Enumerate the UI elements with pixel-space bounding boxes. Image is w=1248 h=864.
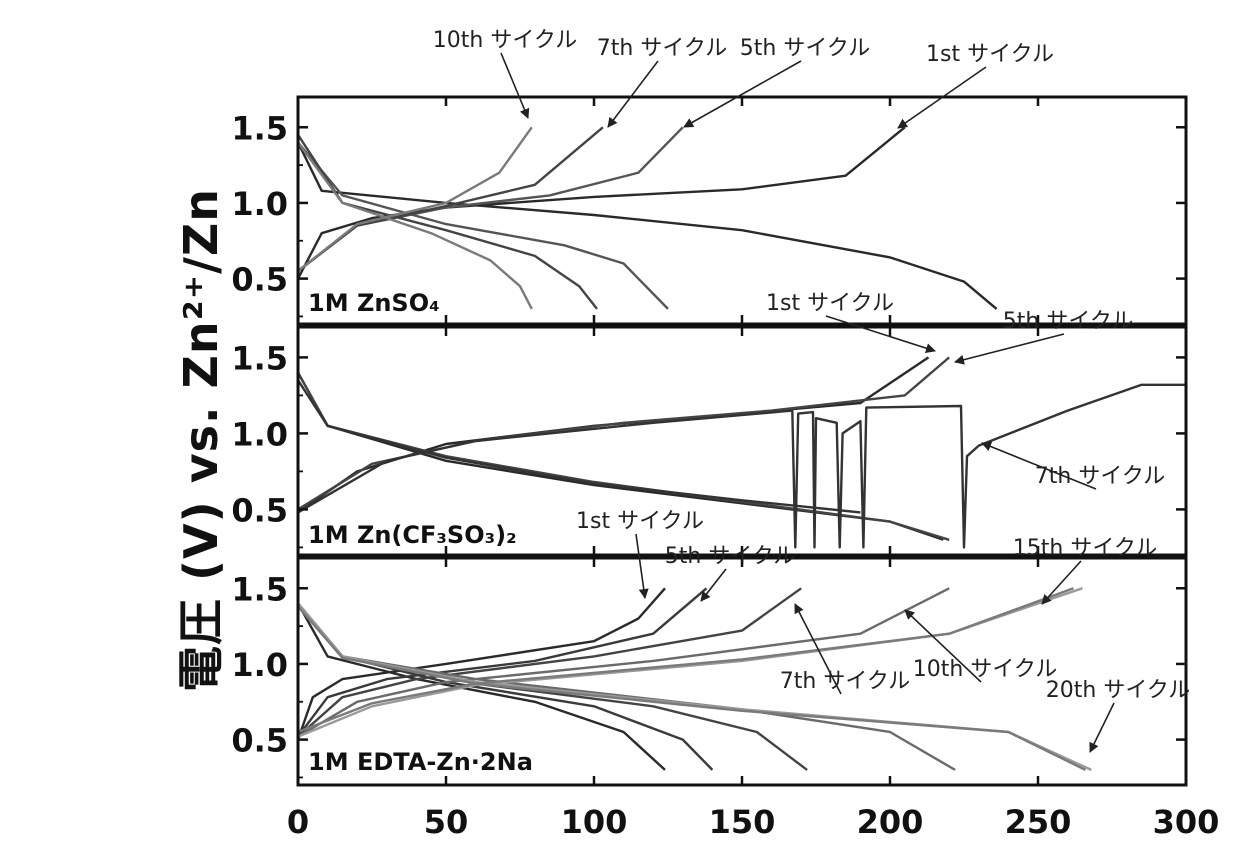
annotation-label: 15th サイクル xyxy=(1013,536,1157,561)
series-line-discharge xyxy=(297,141,533,310)
x-tick-label: 300 xyxy=(1153,803,1220,841)
series-line-discharge xyxy=(297,605,1086,771)
series-line-charge xyxy=(297,126,533,272)
annotation-label: 10th サイクル xyxy=(913,657,1057,682)
annotation: 7th サイクル xyxy=(780,603,910,695)
annotation: 5th サイクル xyxy=(954,309,1133,365)
x-tick-label: 250 xyxy=(1005,803,1072,841)
annotation-arrow xyxy=(700,568,727,602)
y-tick-label: 1.5 xyxy=(231,570,288,608)
y-tick-label: 1.5 xyxy=(231,339,288,377)
series-line-discharge xyxy=(296,134,598,310)
panel-3: 0.5 1.0 1.5 1M EDTA-Zn·2Na xyxy=(231,556,1188,787)
annotation-label: 1st サイクル xyxy=(576,509,704,534)
series-line-charge xyxy=(296,587,666,740)
annotation-label: 20th サイクル xyxy=(1046,678,1190,703)
annotation: 10th サイクル xyxy=(904,609,1057,683)
annotation: 15th サイクル xyxy=(1013,536,1157,605)
annotation-label: 5th サイクル xyxy=(665,544,795,569)
annotation-arrow xyxy=(1041,560,1082,605)
y-tick-label: 1.0 xyxy=(231,185,288,223)
annotation-arrow xyxy=(1089,702,1115,753)
y-tick-label: 0.5 xyxy=(231,261,288,299)
series-line-discharge xyxy=(296,602,666,771)
annotation-label: 1st サイクル xyxy=(926,42,1054,67)
series-line-charge xyxy=(297,356,950,511)
annotation: 20th サイクル xyxy=(1046,678,1190,753)
series-line-discharge xyxy=(297,141,669,310)
annotation-arrow xyxy=(825,315,936,354)
annotation-arrow xyxy=(954,333,1065,365)
y-tick-label: 1.0 xyxy=(231,646,288,684)
annotation-arrow xyxy=(981,441,1097,490)
annotation-arrow xyxy=(500,52,530,119)
annotation-label: 5th サイクル xyxy=(740,36,870,61)
panel-1: 0.5 1.0 1.5 1M ZnSO₄ xyxy=(231,95,1188,326)
series-line-charge xyxy=(296,126,906,280)
annotation-arrow xyxy=(607,60,659,128)
annotation-arrow xyxy=(794,603,842,695)
panel-label: 1M EDTA-Zn·2Na xyxy=(308,748,533,776)
annotation: 7th サイクル xyxy=(597,36,727,128)
series-line-discharge xyxy=(296,379,861,514)
annotation-label: 10th サイクル xyxy=(433,28,577,53)
annotation-arrow xyxy=(683,60,802,128)
y-tick-label: 1.0 xyxy=(231,415,288,453)
x-tick-label: 200 xyxy=(857,803,924,841)
series-line-discharge xyxy=(297,602,1092,771)
annotation-arrow xyxy=(635,533,649,599)
x-tick-label: 150 xyxy=(709,803,776,841)
annotation-label: 1st サイクル xyxy=(766,291,894,316)
annotation: 1st サイクル xyxy=(766,291,936,354)
x-tick-label: 0 xyxy=(287,803,309,841)
y-tick-label: 0.5 xyxy=(231,722,288,760)
series-line-charge xyxy=(297,587,708,738)
annotation: 10th サイクル xyxy=(433,28,577,119)
panel-label: 1M Zn(CF₃SO₃)₂ xyxy=(308,521,517,549)
series-line-charge xyxy=(297,587,1074,734)
annotation: 5th サイクル xyxy=(683,36,870,128)
annotation-label: 5th サイクル xyxy=(1003,309,1133,334)
panel-label: 1M ZnSO₄ xyxy=(308,289,440,317)
annotation: 5th サイクル xyxy=(665,544,795,602)
x-tick-label: 50 xyxy=(424,803,469,841)
panel-2: 0.5 1.0 1.5 1M Zn(CF₃SO₃)₂ xyxy=(231,325,1188,557)
x-tick-label: 100 xyxy=(561,803,628,841)
y-tick-label: 1.5 xyxy=(231,109,288,147)
annotation-label: 7th サイクル xyxy=(780,669,910,694)
series-line-charge xyxy=(297,587,950,738)
series-line-charge xyxy=(297,383,1186,549)
annotation-label: 7th サイクル xyxy=(597,36,727,61)
annotation: 1st サイクル xyxy=(576,509,704,599)
series-line-charge xyxy=(297,587,802,738)
series-line-discharge xyxy=(296,141,998,310)
annotation-arrow xyxy=(904,609,982,683)
annotation-arrow xyxy=(897,66,987,129)
series-line-charge xyxy=(297,356,930,514)
annotation: 7th サイクル xyxy=(981,441,1165,490)
annotation: 1st サイクル xyxy=(897,42,1054,129)
annotation-label: 7th サイクル xyxy=(1035,464,1165,489)
y-tick-label: 0.5 xyxy=(231,491,288,529)
